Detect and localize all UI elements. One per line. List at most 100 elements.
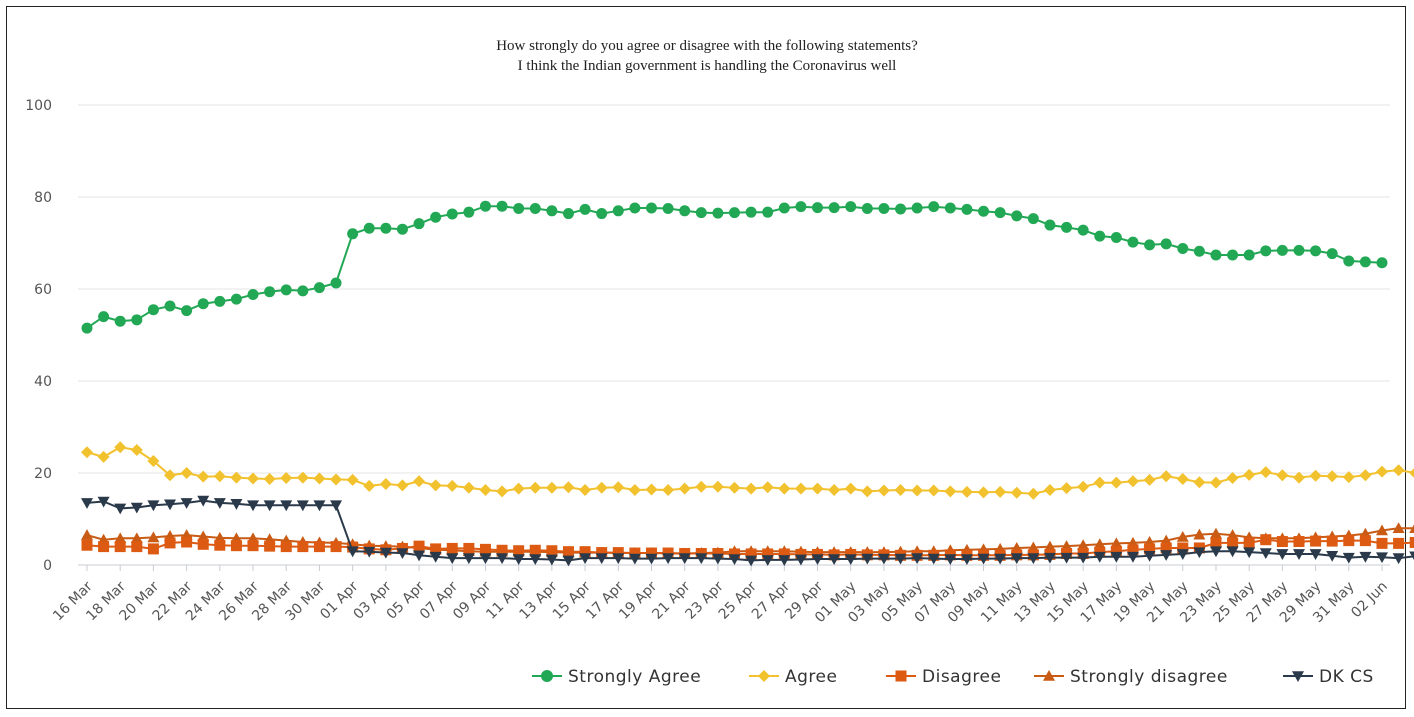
data-point bbox=[679, 205, 691, 217]
data-point bbox=[628, 484, 641, 497]
data-point bbox=[944, 485, 957, 498]
data-point bbox=[1276, 536, 1288, 548]
data-point bbox=[98, 541, 110, 553]
chart-frame bbox=[6, 6, 1406, 709]
data-point bbox=[479, 553, 492, 565]
data-point bbox=[130, 532, 143, 544]
data-point bbox=[1160, 542, 1172, 554]
data-point bbox=[1343, 255, 1355, 267]
data-point bbox=[529, 554, 542, 566]
data-point bbox=[197, 495, 210, 507]
data-point bbox=[1276, 244, 1288, 256]
data-point bbox=[645, 202, 657, 214]
data-point bbox=[1293, 536, 1305, 548]
data-point bbox=[662, 484, 675, 497]
data-point bbox=[861, 485, 874, 498]
data-point bbox=[380, 222, 392, 234]
data-point bbox=[977, 553, 990, 565]
data-point bbox=[197, 538, 209, 550]
data-point bbox=[213, 498, 226, 509]
data-point bbox=[629, 547, 641, 559]
data-point bbox=[1293, 244, 1305, 256]
data-point bbox=[462, 481, 475, 494]
data-point bbox=[545, 481, 558, 494]
data-point bbox=[130, 444, 143, 456]
data-point bbox=[695, 553, 708, 565]
data-point bbox=[1209, 527, 1222, 539]
data-point bbox=[628, 553, 641, 565]
data-point bbox=[529, 544, 541, 556]
data-point bbox=[214, 539, 226, 551]
data-point bbox=[1243, 249, 1255, 261]
legend[interactable]: Strongly Agree Agree Disagree Strongly disa… bbox=[532, 667, 1374, 687]
data-point bbox=[430, 211, 442, 223]
data-point bbox=[280, 500, 293, 512]
data-point bbox=[546, 545, 558, 557]
data-point bbox=[745, 482, 758, 495]
data-point bbox=[811, 554, 824, 566]
data-point bbox=[247, 540, 259, 552]
data-point bbox=[97, 450, 110, 463]
data-point bbox=[114, 503, 127, 515]
data-point bbox=[264, 286, 276, 298]
data-point bbox=[861, 553, 874, 565]
data-point bbox=[180, 467, 193, 479]
data-point bbox=[479, 543, 491, 555]
data-point bbox=[541, 670, 553, 682]
data-point bbox=[1077, 224, 1089, 236]
data-point bbox=[762, 206, 774, 218]
legend-item-agree[interactable]: Agree bbox=[749, 667, 837, 687]
legend-item-strongly-agree[interactable]: Strongly Agree bbox=[532, 667, 701, 687]
data-point bbox=[878, 203, 890, 214]
data-point bbox=[379, 478, 392, 491]
data-point bbox=[1027, 553, 1040, 565]
data-point bbox=[346, 473, 359, 486]
data-point bbox=[778, 548, 790, 560]
data-point bbox=[1110, 551, 1123, 563]
data-point bbox=[1043, 540, 1056, 552]
data-point bbox=[1110, 476, 1123, 489]
data-point bbox=[147, 531, 160, 543]
chart-subtitle: I think the Indian government is handlin… bbox=[517, 58, 897, 74]
data-point bbox=[1326, 535, 1338, 547]
data-point bbox=[496, 544, 508, 556]
data-point bbox=[1210, 537, 1222, 549]
legend-item-strongly-disagree[interactable]: Strongly disagree bbox=[1034, 667, 1228, 687]
data-point bbox=[1093, 538, 1106, 550]
data-point bbox=[1027, 487, 1040, 500]
data-point bbox=[1326, 248, 1338, 260]
data-point bbox=[130, 502, 143, 514]
data-point bbox=[545, 554, 558, 566]
data-point bbox=[645, 547, 657, 559]
data-point bbox=[131, 314, 143, 326]
legend-item-dk-cs[interactable]: DK CS bbox=[1283, 667, 1374, 687]
data-point bbox=[98, 311, 110, 323]
data-point bbox=[1276, 549, 1289, 560]
data-point bbox=[529, 203, 541, 214]
data-point bbox=[197, 470, 210, 483]
data-point bbox=[330, 277, 342, 289]
data-point bbox=[1292, 671, 1304, 682]
data-point bbox=[97, 496, 110, 508]
data-point bbox=[413, 540, 425, 552]
data-point bbox=[845, 201, 857, 213]
data-point bbox=[1259, 466, 1272, 479]
data-point bbox=[1093, 551, 1106, 563]
data-point bbox=[330, 473, 343, 486]
data-point bbox=[579, 546, 591, 558]
data-point bbox=[596, 208, 608, 220]
data-point bbox=[363, 479, 376, 492]
data-point bbox=[978, 205, 990, 217]
data-point bbox=[711, 553, 724, 565]
data-point bbox=[280, 284, 292, 296]
data-point bbox=[1193, 245, 1205, 257]
data-point bbox=[1043, 552, 1056, 564]
data-point bbox=[1409, 524, 1414, 533]
data-point bbox=[1027, 213, 1039, 225]
data-point bbox=[877, 553, 890, 565]
data-point bbox=[662, 553, 675, 565]
data-point bbox=[164, 300, 176, 312]
data-point bbox=[230, 293, 242, 305]
data-point bbox=[895, 203, 907, 215]
legend-item-disagree[interactable]: Disagree bbox=[886, 667, 1001, 687]
